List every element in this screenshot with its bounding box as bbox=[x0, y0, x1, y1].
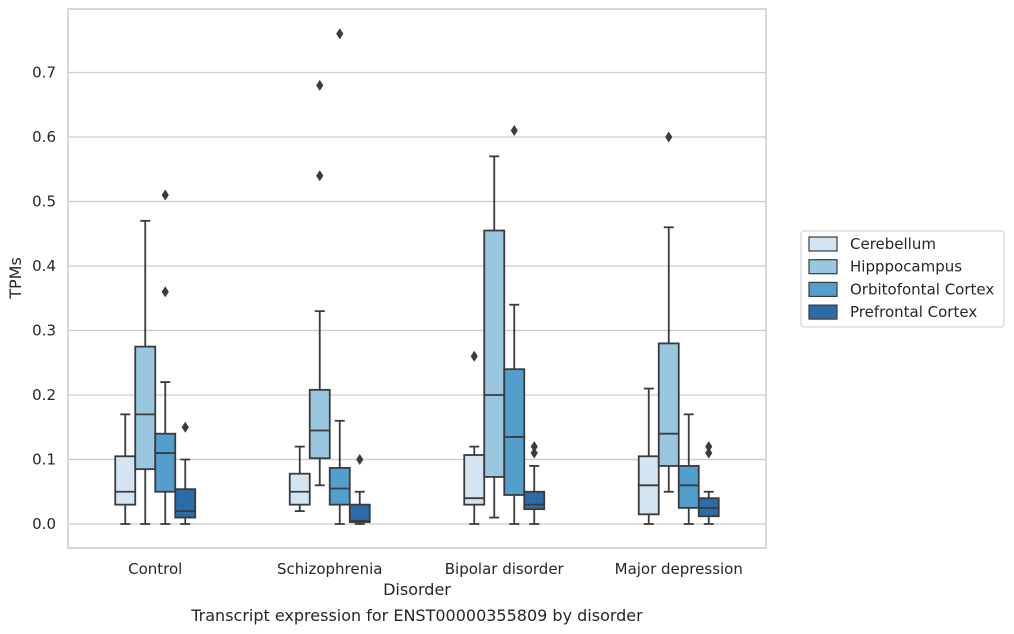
outlier-point bbox=[181, 421, 189, 433]
outlier-point bbox=[161, 189, 169, 201]
outlier-point bbox=[316, 170, 324, 182]
outlier-point bbox=[510, 125, 518, 137]
box-1-3 bbox=[348, 454, 371, 525]
box-2-3 bbox=[523, 441, 546, 525]
outlier-point bbox=[665, 131, 673, 143]
box-body bbox=[503, 368, 526, 496]
legend-item-2: Orbitofontal Cortex bbox=[808, 280, 994, 298]
legend-label: Hipppocampus bbox=[850, 258, 962, 276]
box-0-3 bbox=[174, 421, 197, 525]
box-0-2 bbox=[154, 189, 177, 525]
x-tick-label-3: Major depression bbox=[615, 560, 743, 578]
legend-label: Cerebellum bbox=[850, 235, 936, 253]
box-body bbox=[114, 455, 137, 506]
box-1-1 bbox=[308, 79, 331, 487]
outlier-point bbox=[530, 441, 538, 453]
legend-swatch bbox=[808, 236, 838, 252]
legend-item-3: Prefrontal Cortex bbox=[808, 303, 977, 321]
outlier-point bbox=[356, 454, 364, 465]
boxes bbox=[114, 28, 720, 525]
y-tick-labels: 0.0 0.1 0.2 0.3 0.4 0.5 0.6 0.7 bbox=[32, 64, 56, 534]
outlier-point bbox=[705, 447, 713, 459]
y-tick-label-7: 0.7 bbox=[32, 64, 56, 82]
outlier-point bbox=[161, 286, 169, 298]
legend-item-0: Cerebellum bbox=[808, 235, 936, 253]
y-tick-label-2: 0.2 bbox=[32, 386, 56, 404]
outlier-point bbox=[530, 447, 538, 459]
figure-caption: Transcript expression for ENST0000035580… bbox=[191, 606, 643, 625]
y-tick-label-4: 0.4 bbox=[32, 257, 56, 275]
x-tick-label-0: Control bbox=[128, 560, 182, 578]
legend-swatch bbox=[808, 259, 838, 275]
box-3-0 bbox=[637, 387, 660, 525]
box-body bbox=[523, 490, 546, 511]
y-tick-label-3: 0.3 bbox=[32, 322, 56, 340]
x-tick-label-1: Schizophrenia bbox=[277, 560, 382, 578]
box-body bbox=[483, 229, 506, 478]
legend-label: Orbitofontal Cortex bbox=[850, 280, 994, 298]
legend-frame bbox=[800, 230, 1005, 328]
y-tick-label-5: 0.5 bbox=[32, 193, 56, 211]
box-body bbox=[134, 345, 157, 471]
outlier-point bbox=[470, 350, 478, 362]
box-body bbox=[348, 503, 371, 523]
outlier-point bbox=[316, 79, 324, 91]
box-body bbox=[657, 342, 680, 467]
box-3-2 bbox=[677, 413, 700, 525]
legend-swatch bbox=[808, 304, 838, 320]
box-3-1 bbox=[657, 131, 680, 493]
box-3-3 bbox=[697, 441, 720, 525]
y-axis-label: TPMs bbox=[6, 257, 25, 300]
x-axis-label: Disorder bbox=[383, 580, 451, 599]
legend-swatch bbox=[808, 281, 838, 297]
box-0-0 bbox=[114, 413, 137, 525]
box-body bbox=[308, 388, 331, 460]
box-body bbox=[174, 488, 197, 519]
x-tick-label-2: Bipolar disorder bbox=[445, 560, 565, 578]
outlier-point bbox=[336, 28, 344, 40]
y-tick-label-1: 0.1 bbox=[32, 451, 56, 469]
plot-area-frame bbox=[67, 8, 767, 549]
y-tick-label-6: 0.6 bbox=[32, 128, 56, 146]
outlier-point bbox=[705, 441, 713, 453]
legend-item-1: Hipppocampus bbox=[808, 258, 962, 276]
box-2-1 bbox=[483, 155, 506, 519]
box-1-2 bbox=[328, 28, 351, 525]
box-body bbox=[328, 466, 351, 506]
box-2-2 bbox=[503, 125, 526, 525]
box-0-1 bbox=[134, 219, 157, 525]
box-1-0 bbox=[288, 445, 311, 513]
box-body bbox=[677, 465, 700, 509]
x-tick-labels: Control Schizophrenia Bipolar disorder Majo… bbox=[128, 560, 743, 578]
legend-label: Prefrontal Cortex bbox=[850, 303, 977, 321]
box-body bbox=[463, 454, 486, 506]
legend: Cerebellum Hipppocampus Orbitofontal Corte… bbox=[800, 230, 1005, 328]
box-body bbox=[288, 472, 311, 506]
box-body bbox=[154, 432, 177, 493]
y-tick-label-0: 0.0 bbox=[32, 515, 56, 533]
box-2-0 bbox=[463, 350, 486, 525]
